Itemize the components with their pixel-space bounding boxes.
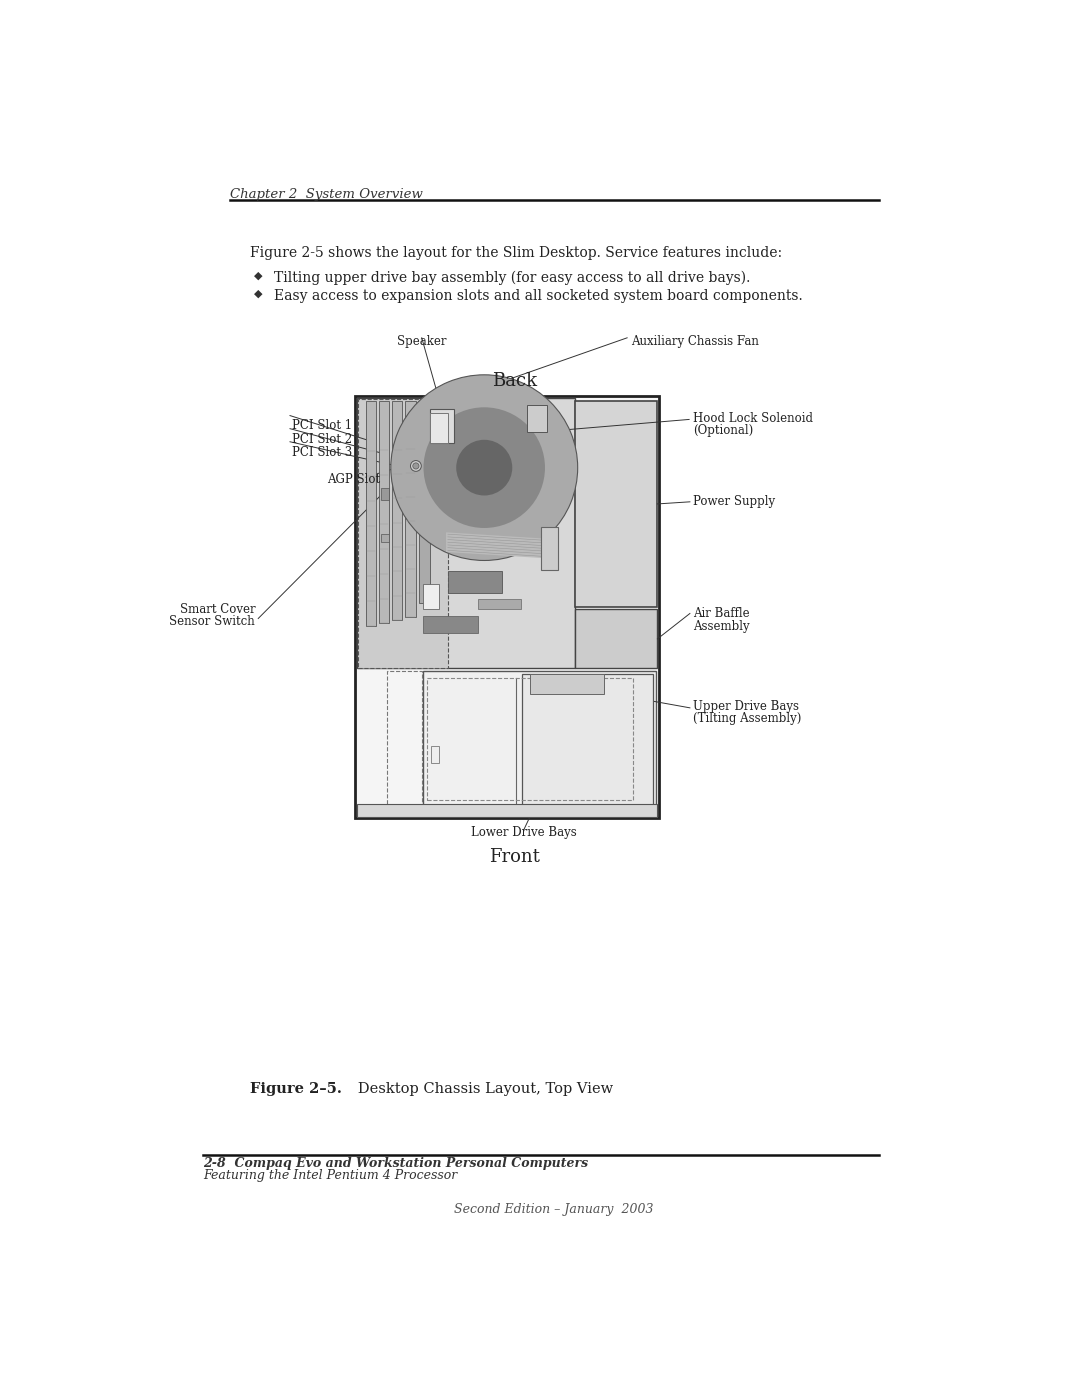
Text: Desktop Chassis Layout, Top View: Desktop Chassis Layout, Top View — [345, 1081, 613, 1095]
Bar — [381, 488, 389, 500]
Text: Easy access to expansion slots and all socketed system board components.: Easy access to expansion slots and all s… — [274, 289, 804, 303]
Circle shape — [423, 408, 545, 528]
Circle shape — [456, 440, 512, 496]
Wedge shape — [391, 374, 578, 560]
Text: Figure 2–5.: Figure 2–5. — [249, 1081, 341, 1095]
Text: 2-8  Compaq Evo and Workstation Personal Computers: 2-8 Compaq Evo and Workstation Personal … — [203, 1157, 589, 1171]
Bar — [419, 401, 430, 604]
Text: ◆: ◆ — [254, 271, 262, 281]
Bar — [430, 409, 454, 443]
Bar — [392, 401, 403, 620]
Text: Smart Cover: Smart Cover — [179, 604, 255, 616]
Bar — [356, 805, 658, 817]
Text: Chapter 2  System Overview: Chapter 2 System Overview — [230, 189, 423, 201]
Bar — [423, 584, 438, 609]
Text: PCI Slot 1: PCI Slot 1 — [292, 419, 352, 433]
Circle shape — [413, 462, 419, 469]
Bar — [430, 414, 448, 443]
Text: Air Baffle: Air Baffle — [693, 608, 750, 620]
Text: Speaker: Speaker — [397, 335, 446, 348]
Text: Second Edition – January  2003: Second Edition – January 2003 — [454, 1203, 653, 1217]
Text: (Optional): (Optional) — [693, 425, 753, 437]
Bar — [356, 398, 576, 669]
Bar — [529, 675, 604, 694]
Bar — [423, 616, 478, 633]
Bar — [379, 401, 389, 623]
Bar — [387, 671, 422, 807]
Bar — [355, 397, 659, 819]
Text: ◆: ◆ — [254, 289, 262, 299]
Text: Featuring the Intel Pentium 4 Processor: Featuring the Intel Pentium 4 Processor — [203, 1169, 458, 1182]
Bar — [522, 673, 652, 807]
Text: PCI Slot 2: PCI Slot 2 — [292, 433, 352, 446]
Text: Hood Lock Solenoid: Hood Lock Solenoid — [693, 412, 813, 425]
Bar — [405, 401, 416, 617]
Text: PCI Slot 3: PCI Slot 3 — [292, 446, 352, 458]
Text: (Tilting Assembly): (Tilting Assembly) — [693, 712, 801, 725]
Bar — [359, 400, 448, 669]
Text: Power Supply: Power Supply — [693, 496, 775, 509]
Circle shape — [410, 461, 421, 471]
Text: Sensor Switch: Sensor Switch — [170, 616, 255, 629]
Text: Tilting upper drive bay assembly (for easy access to all drive bays).: Tilting upper drive bay assembly (for ea… — [274, 271, 751, 285]
Text: AGP Slot: AGP Slot — [327, 474, 380, 486]
Bar — [423, 671, 656, 807]
Text: Figure 2-5 shows the layout for the Slim Desktop. Service features include:: Figure 2-5 shows the layout for the Slim… — [249, 246, 782, 260]
Bar — [366, 401, 376, 626]
Text: Assembly: Assembly — [693, 620, 750, 633]
Text: Lower Drive Bays: Lower Drive Bays — [471, 826, 577, 840]
Bar — [381, 534, 389, 542]
Bar — [428, 679, 633, 800]
Bar — [478, 599, 521, 609]
Bar — [448, 571, 502, 592]
Bar — [527, 405, 548, 432]
Bar — [576, 609, 658, 669]
Bar — [431, 746, 438, 763]
Text: Auxiliary Chassis Fan: Auxiliary Chassis Fan — [631, 335, 759, 348]
Bar — [356, 398, 576, 669]
Text: Front: Front — [489, 848, 540, 866]
Bar — [541, 527, 558, 570]
Bar — [576, 401, 658, 608]
Text: Back: Back — [492, 372, 538, 390]
Text: Upper Drive Bays: Upper Drive Bays — [693, 700, 799, 712]
